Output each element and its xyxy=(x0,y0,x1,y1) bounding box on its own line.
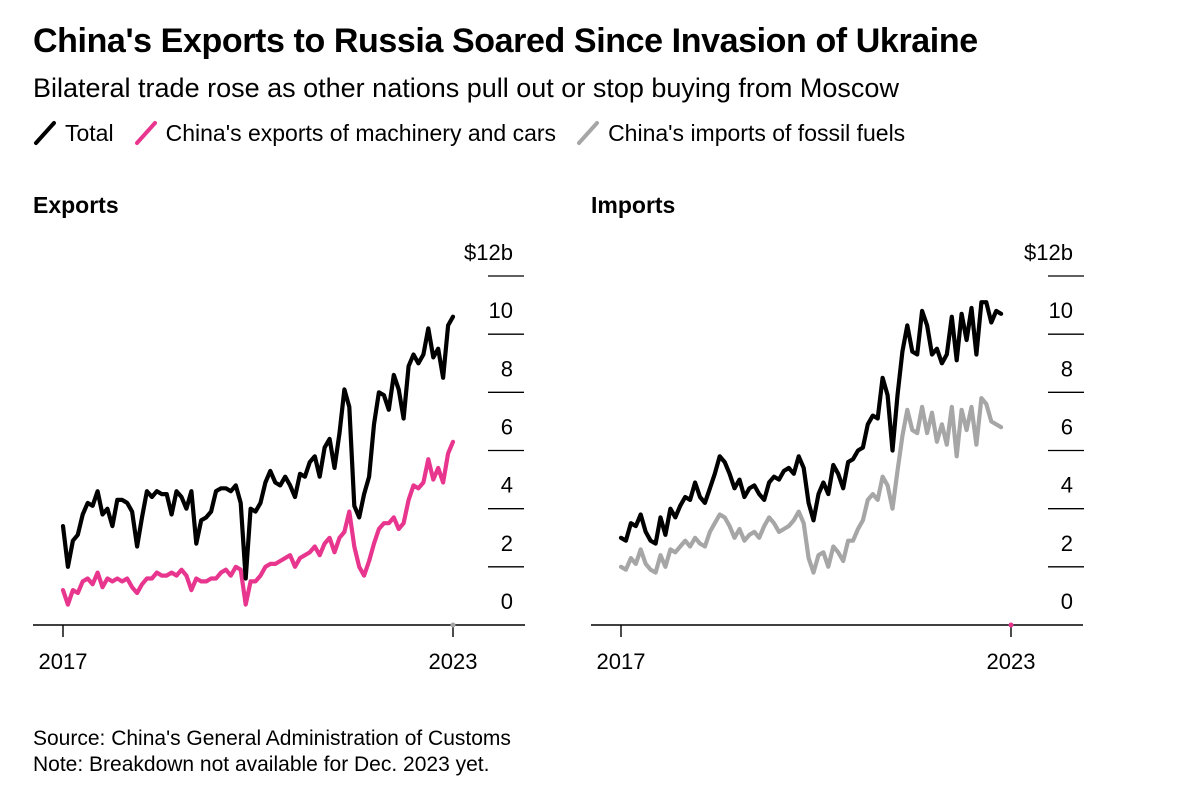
chart-title: China's Exports to Russia Soared Since I… xyxy=(33,22,978,60)
exports-y-label-0: 0 xyxy=(501,589,513,614)
exports-y-label-2: 2 xyxy=(501,531,513,556)
exports-y-label-4: 4 xyxy=(501,473,513,498)
imports-end-marker xyxy=(1008,622,1014,628)
imports-y-label-2: 2 xyxy=(1061,531,1073,556)
source-note: Source: China's General Administration o… xyxy=(33,727,511,750)
imports-series-fossil-fuels-line xyxy=(618,396,1004,575)
legend-swatch-machinery xyxy=(134,121,157,145)
chart-subtitle: Bilateral trade rose as other nations pu… xyxy=(33,73,899,103)
exports-y-label-8: 8 xyxy=(501,356,513,381)
footer: Source: China's General Administration o… xyxy=(33,726,511,778)
exports-x-label-2023: 2023 xyxy=(429,649,478,674)
exports-panel-title: Exports xyxy=(33,192,119,218)
legend-label-machinery: China's exports of machinery and cars xyxy=(165,119,557,146)
imports-y-label-12: $12b xyxy=(1024,240,1073,265)
imports-y-label-4: 4 xyxy=(1061,473,1073,498)
legend-swatch-fossil-fuels xyxy=(577,121,600,145)
legend-swatch-total xyxy=(34,121,56,145)
imports-y-label-6: 6 xyxy=(1061,415,1073,440)
legend-item-machinery: China's exports of machinery and cars xyxy=(134,119,556,147)
imports-y-label-10: 10 xyxy=(1049,298,1073,323)
exports-y-label-10: 10 xyxy=(489,298,513,323)
imports-y-label-8: 8 xyxy=(1061,356,1073,381)
imports-x-label-2023: 2023 xyxy=(987,649,1036,674)
exports-end-marker xyxy=(450,622,456,628)
exports-series-machinery-and-cars-line xyxy=(60,439,456,607)
legend-item-total: Total xyxy=(33,119,114,147)
exports-y-label-6: 6 xyxy=(501,415,513,440)
imports-y-label-0: 0 xyxy=(1061,589,1073,614)
legend-label-total: Total xyxy=(65,119,114,146)
legend-item-fossil-fuels: China's imports of fossil fuels xyxy=(576,119,905,147)
exports-y-label-12: $12b xyxy=(464,240,513,265)
exports-x-label-2017: 2017 xyxy=(39,649,88,674)
breakdown-note: Note: Breakdown not available for Dec. 2… xyxy=(33,753,490,776)
imports-panel-title: Imports xyxy=(591,192,675,218)
exports-series-total-line xyxy=(60,314,456,581)
legend: Total China's exports of machinery and c… xyxy=(33,118,925,148)
legend-label-fossil-fuels: China's imports of fossil fuels xyxy=(608,119,906,146)
imports-x-label-2017: 2017 xyxy=(597,649,646,674)
imports-series-total-line xyxy=(618,300,1004,546)
